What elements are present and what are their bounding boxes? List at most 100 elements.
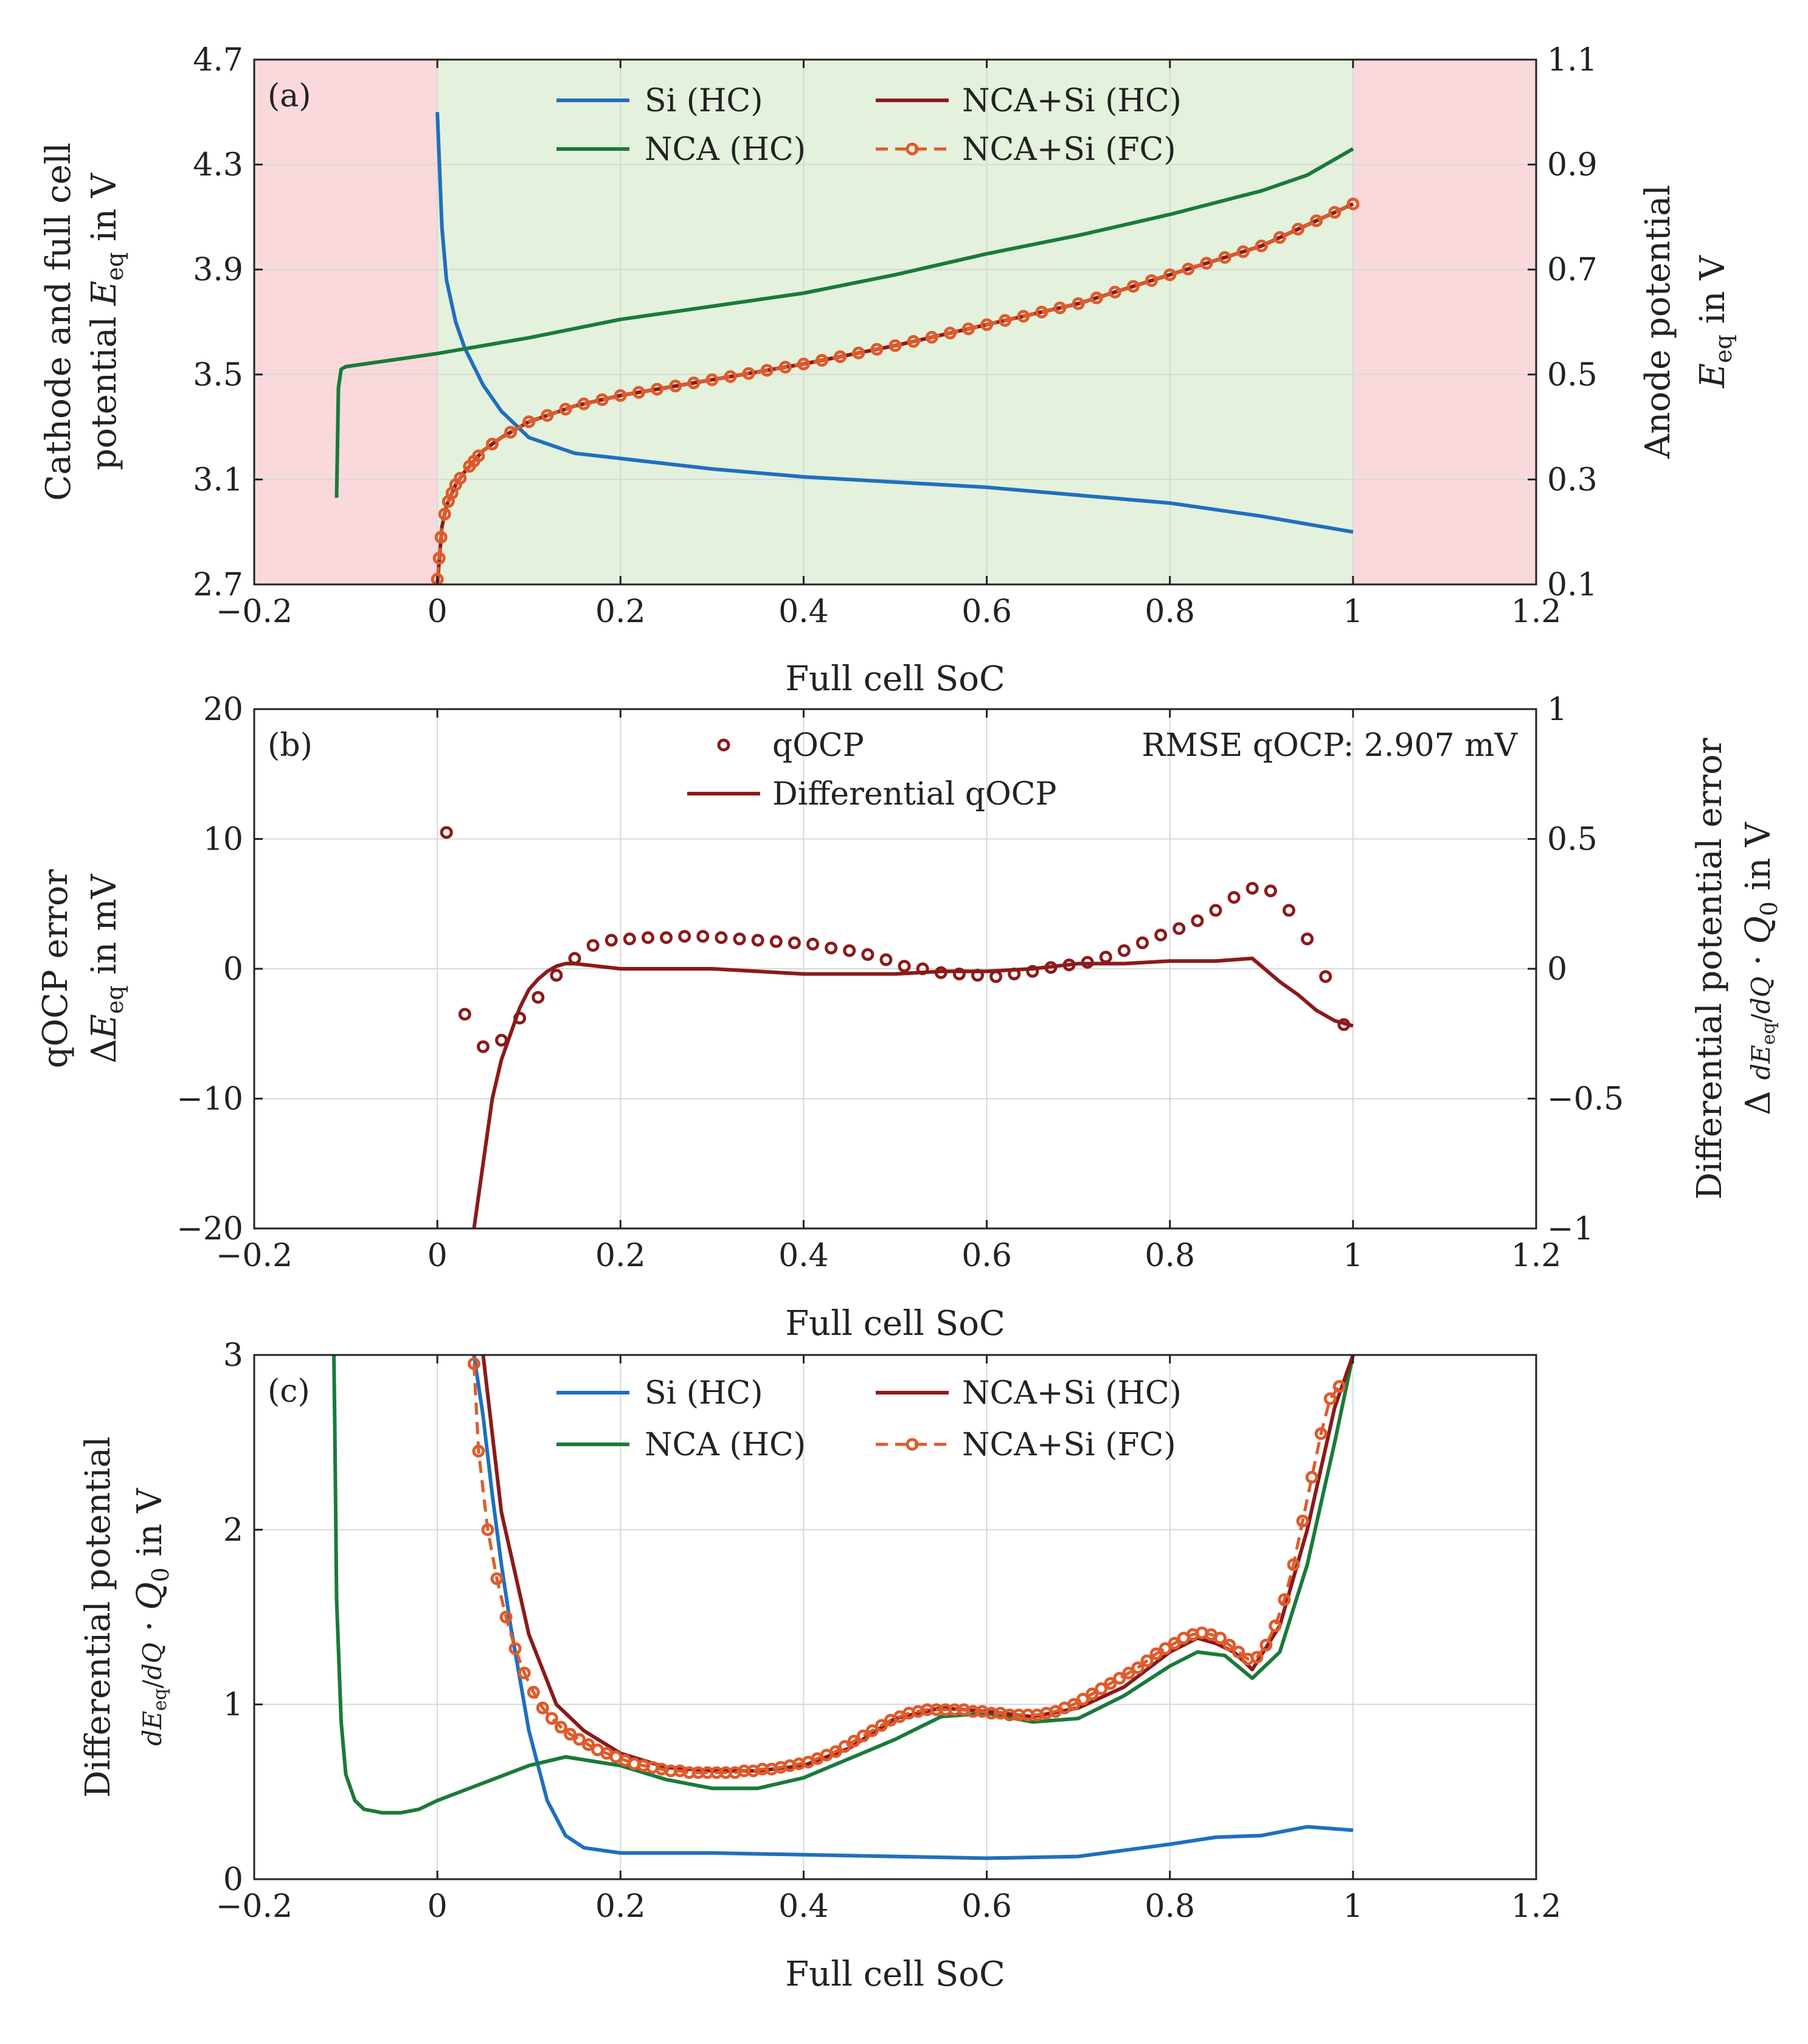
legend-b-diff-label: Differential qOCP	[772, 776, 1057, 812]
panel-a-frame	[253, 58, 1537, 586]
panel-a-fc-marker	[559, 403, 572, 416]
panel-a-fc-marker	[1218, 251, 1231, 264]
panel-b-qocp-point	[476, 1040, 490, 1053]
panel-c-fc-marker	[527, 1686, 540, 1699]
legend-c-fc-marker	[906, 1438, 919, 1451]
legend-b-qocp-marker	[717, 738, 730, 752]
panel-b-ytick-label: −20	[176, 1211, 243, 1247]
panel-b-ylabel-right-line2: Δ dEeq/dQ · Q0 in V	[1739, 822, 1782, 1115]
panel-b-qocp-point	[1172, 922, 1186, 935]
panel-c-fc-marker	[563, 1728, 577, 1741]
legend-a-nca-label: NCA (HC)	[645, 131, 806, 168]
panel-a-ylabel-left-line2: potential Eeq in V	[85, 172, 128, 470]
panel-b-ticks: −0.2 0 0.2 0.4 0.6 0.8 1 1.2 −20 −10 0 10 20 −1 −0.5 0 0…	[176, 691, 1624, 1274]
panel-a-fc-marker	[1328, 206, 1342, 219]
panel-b-qocp-point	[788, 936, 801, 949]
panel-c-fc-marker	[472, 1444, 485, 1458]
panel-b-qocp-point	[879, 953, 893, 966]
panel-a-fc-marker	[1072, 297, 1085, 310]
panel-a-fc-marker	[1200, 257, 1213, 270]
panel-c-fc-marker	[1159, 1642, 1172, 1655]
panel-c-fc-marker	[573, 1733, 586, 1746]
panel-c-xtick-label: 0	[428, 1888, 448, 1925]
panel-a-fc-marker	[980, 318, 994, 331]
panel-c-fc-marker	[1287, 1558, 1300, 1571]
panel-b-qocp-point	[696, 930, 710, 943]
panel-a-bg-operating-window	[437, 60, 1353, 584]
panel-c-fc-marker	[490, 1572, 504, 1585]
panel-b-qocp-point	[806, 937, 819, 951]
panel-a-ytick-label: 4.3	[193, 147, 243, 184]
panel-c-fc-marker	[829, 1745, 842, 1758]
panel-b-ylabel-left-line1: qOCP error	[36, 869, 75, 1068]
panel-a-fc-marker	[541, 409, 554, 422]
panel-c-xtick-label: 1	[1343, 1888, 1363, 1925]
panel-a-ylabel-left-line1: Cathode and full cell	[39, 142, 78, 501]
panel-c-fc-marker	[582, 1738, 595, 1751]
panel-c-ytick-label: 0	[223, 1862, 243, 1898]
panel-c-grid	[254, 1354, 1537, 1880]
panel-c-ytick-label: 3	[223, 1337, 243, 1374]
panel-b: −0.2 0 0.2 0.4 0.6 0.8 1 1.2 −20 −10 0 10 20 −1 −0.5 0 0…	[36, 691, 1782, 1343]
panel-a-fc-marker	[961, 322, 975, 336]
panel-a-fc-marker	[797, 358, 810, 371]
panel-c-fc-marker	[1168, 1637, 1181, 1650]
panel-a-ytick-label: 4.7	[193, 42, 243, 78]
panel-a-fc-marker	[522, 415, 536, 428]
panel-c-fc-marker	[847, 1734, 861, 1748]
panel-b-xtick-label: 0.2	[595, 1238, 646, 1274]
panel-a-fc-marker	[632, 386, 645, 399]
panel-a-fc-marker	[1017, 310, 1030, 323]
panel-c-fc-marker	[554, 1720, 567, 1734]
panel-a-fc-marker	[1182, 262, 1195, 275]
panel-a-ylabel-left: Cathode and full cell potential Eeq in V	[39, 142, 128, 501]
panel-a-legend: Si (HC) NCA (HC) NCA+Si (HC) NCA+Si (FC)	[556, 83, 1182, 168]
panel-b-ytick-right-label: 0.5	[1547, 822, 1598, 858]
panel-b-xtick-label: 0.8	[1145, 1238, 1195, 1274]
panel-a-ytick-label: 3.1	[193, 462, 243, 498]
panel-a-fc-marker	[472, 449, 485, 463]
panel-a-fc-marker	[925, 331, 938, 344]
panel-c-fc-marker	[856, 1729, 870, 1742]
panel-c-fc-marker	[865, 1724, 879, 1737]
panel-b-legend: qOCP Differential qOCP RMSE qOCP: 2.907 …	[687, 727, 1518, 812]
panel-c-ytick-label: 1	[223, 1687, 243, 1724]
panel-a-fc-marker	[485, 437, 499, 451]
panel-c-series	[332, 1355, 1355, 1860]
panel-b-ytick-label: 0	[223, 951, 243, 988]
panel-a-fc-marker	[669, 379, 682, 393]
panel-a-ytick-right-label: 0.3	[1547, 462, 1598, 498]
panel-b-qocp-point	[1319, 970, 1332, 983]
panel-c-fc-marker	[875, 1719, 888, 1732]
panel-a-ytick-right-label: 0.9	[1547, 147, 1598, 184]
panel-b-qocp-point	[532, 991, 545, 1004]
panel-a-fc-marker	[463, 460, 476, 473]
panel-a-ytick-label: 3.9	[193, 252, 243, 288]
panel-c-fc-marker	[1214, 1631, 1227, 1644]
panel-a-xtick-label: 1	[1343, 594, 1363, 630]
panel-a-fc-marker	[434, 530, 448, 544]
panel-b-xtick-label: 0.4	[778, 1238, 829, 1274]
panel-b-ylabel-right: Differential potential error Δ dEeq/dQ ·…	[1690, 738, 1782, 1199]
panel-a-fc-marker	[445, 487, 459, 500]
panel-c-fc-marker	[1296, 1514, 1309, 1528]
panel-a-ticks: −0.2 0 0.2 0.4 0.6 0.8 1 1.2 2.7 3.1 3.5 3.9 4.3 4.7 0…	[193, 42, 1597, 630]
panel-b-ytick-right-label: 1	[1547, 691, 1567, 728]
panel-c-fc-marker	[467, 1357, 480, 1370]
panel-a-fc-marker	[438, 507, 451, 521]
panel-b-qocp-point	[1136, 936, 1149, 949]
panel-b-qocp-point	[440, 826, 453, 839]
panel-b-qocp-point	[1026, 965, 1039, 978]
panel-a-bg-outside-left	[254, 60, 438, 584]
legend-c-nca-label: NCA (HC)	[645, 1427, 806, 1463]
panel-b-qocp-point	[1264, 884, 1277, 898]
panel-c-fc-marker	[1250, 1651, 1264, 1664]
panel-a-fc-marker	[1292, 223, 1305, 236]
panel-b-qocp-point	[458, 1008, 471, 1021]
panel-a-si-hc-line	[435, 112, 1354, 534]
panel-a-ytick-right-label: 0.7	[1547, 252, 1598, 288]
panel-a-fc-marker	[614, 389, 627, 402]
